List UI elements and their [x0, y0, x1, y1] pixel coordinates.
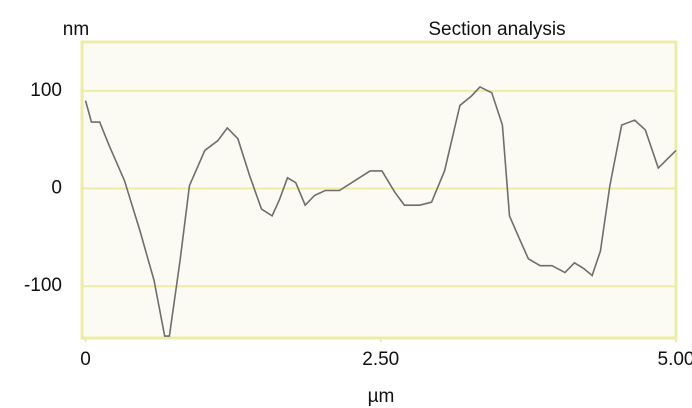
y-tick-label: -100 — [24, 275, 62, 296]
x-tick-label: 2.50 — [362, 349, 399, 370]
plot-frame — [80, 40, 678, 340]
x-tick-label: 0 — [80, 349, 91, 370]
x-tick-label: 5.00 — [658, 349, 692, 370]
line — [84, 85, 677, 337]
y-tick-label: 0 — [51, 178, 62, 199]
y-tick-label: 100 — [30, 80, 62, 101]
chart-title: Section analysis — [428, 19, 565, 40]
x-axis-label: µm — [368, 386, 395, 407]
y-axis-label: nm — [63, 19, 89, 40]
